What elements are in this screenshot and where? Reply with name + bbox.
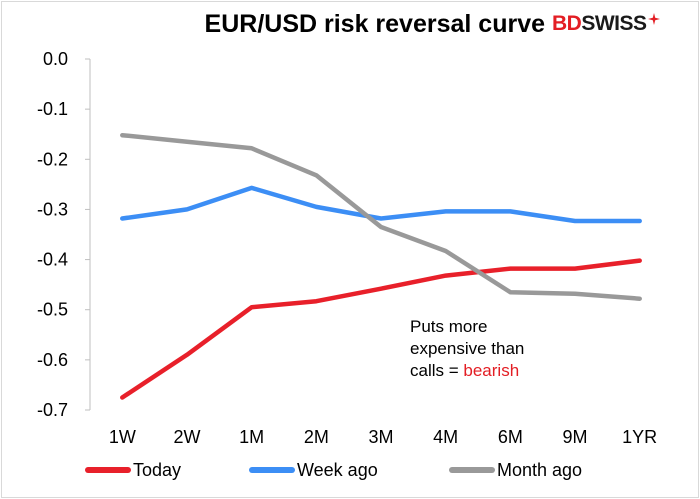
chart-title: EUR/USD risk reversal curve (204, 10, 545, 38)
y-tick-label: -0.5 (37, 300, 68, 320)
legend-item-today: Today (85, 458, 181, 482)
x-tick-label: 3M (368, 427, 393, 447)
annotation-prefix: calls = (410, 361, 464, 380)
legend-label-month-ago: Month ago (497, 459, 583, 480)
x-tick-label: 2W (174, 427, 201, 447)
legend-label-today: Today (133, 459, 182, 480)
y-tick-label: -0.4 (37, 250, 68, 270)
star-icon (647, 13, 660, 25)
x-tick-label: 4M (433, 427, 458, 447)
chart-legend: Today Week ago Month ago (0, 458, 700, 484)
y-tick-label: -0.2 (37, 149, 68, 169)
annotation-line-3: calls = bearish (410, 360, 570, 382)
legend-swatch-today (85, 467, 131, 473)
x-tick-label: 6M (498, 427, 523, 447)
series-line-today (120, 258, 642, 400)
legend-label-week-ago: Week ago (297, 459, 378, 480)
y-tick-label: 0.0 (43, 49, 68, 69)
y-tick-label: -0.6 (37, 350, 68, 370)
y-tick-label: -0.1 (37, 99, 68, 119)
legend-item-month-ago: Month ago (449, 458, 582, 482)
annotation-line-2: expensive than (410, 339, 525, 358)
annotation-highlight: bearish (463, 361, 520, 380)
x-tick-label: 1M (239, 427, 264, 447)
legend-swatch-week-ago (249, 467, 295, 473)
legend-item-week-ago: Week ago (249, 458, 378, 482)
x-tick-label: 9M (562, 427, 587, 447)
bdswiss-logo: BD SWISS (552, 10, 660, 36)
series-line-week-ago (120, 185, 642, 224)
y-tick-label: -0.7 (37, 400, 68, 420)
legend-swatch-month-ago (449, 467, 495, 473)
x-tick-label: 2M (304, 427, 329, 447)
logo-text-swiss: SWISS (581, 12, 647, 35)
y-tick-label: -0.3 (37, 199, 68, 219)
annotation-line-1: Puts more (410, 317, 488, 336)
chart-annotation: Puts more expensive than calls = bearish (410, 316, 570, 382)
logo-text-bd: BD (552, 12, 582, 35)
x-tick-label: 1W (109, 427, 136, 447)
series-line-month-ago (120, 132, 642, 301)
x-tick-label: 1YR (622, 427, 657, 447)
